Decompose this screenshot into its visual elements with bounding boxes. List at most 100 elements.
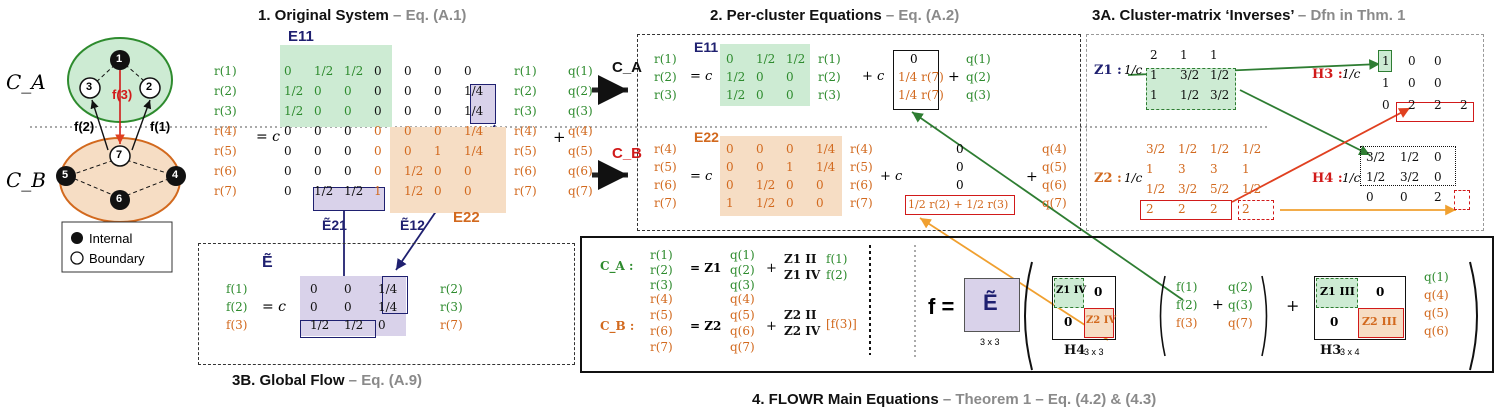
eq2-a-extra-box [893, 50, 939, 110]
z2-matrix-cell: 1/2 [1242, 182, 1262, 196]
eq3b-matrix-cell: 0 [310, 282, 318, 296]
eq1-matrix-cell: 0 [464, 184, 472, 198]
h4-matrix-cell: 3/2 [1366, 150, 1386, 164]
eq4-h4-z1-label: Z1 IV [1056, 285, 1087, 296]
eq1-matrix-cell: 0 [464, 164, 472, 178]
z2-matrix-cell: 2 [1178, 202, 1186, 216]
e-tilde-label: Ẽ [262, 254, 273, 271]
eq2-a-matrix-cell: 0 [786, 88, 794, 102]
eq1-matrix-cell: 0 [434, 84, 442, 98]
eq1-equals-c: = c [256, 129, 281, 145]
eq1-matrix-cell: 1/2 [284, 104, 304, 118]
eq4-h4-z2 [1084, 308, 1114, 338]
e12-highlight [470, 84, 496, 124]
h4-highlight [1360, 146, 1456, 186]
eq2-a-matrix-cell: 1/2 [786, 52, 806, 66]
node-2-label: 2 [146, 81, 153, 93]
eq1-matrix-cell: 0 [314, 124, 322, 138]
z2-highlight-row [1140, 200, 1232, 220]
eq1-matrix-cell: 0 [464, 64, 472, 78]
eq4-h4-z1 [1054, 278, 1084, 308]
eq1-matrix-cell: 0 [374, 84, 382, 98]
h4-matrix-cell: 0 [1400, 190, 1408, 204]
eq3b-matrix-cell: 1/4 [378, 282, 398, 296]
h3-frac: 1/c [1342, 67, 1361, 81]
h4-matrix-cell: 0 [1434, 150, 1442, 164]
z1-matrix-cell: 3/2 [1180, 68, 1200, 82]
h3-matrix-cell: 0 [1382, 98, 1390, 112]
eq2-a-matrix-cell: 1/2 [726, 88, 746, 102]
eq2-e22-label: E22 [694, 129, 719, 145]
node-4-circle [166, 166, 186, 186]
z1-matrix-cell: 2 [1150, 48, 1158, 62]
e-tilde-row-box [300, 320, 376, 338]
eq1-matrix-cell: 0 [284, 164, 292, 178]
eq3b-matrix-cell: 0 [378, 318, 386, 332]
z2-matrix-cell: 1/2 [1146, 182, 1166, 196]
eq1-matrix-cell: 0 [344, 104, 352, 118]
eq2-b-matrix-cell: 1/4 [816, 160, 836, 174]
eq2-ca-label: C_A [612, 59, 643, 76]
z1-matrix-cell: 1 [1210, 48, 1218, 62]
h3-matrix-cell: 2 [1434, 98, 1442, 112]
e11-block [280, 45, 392, 127]
eq1-matrix-cell: 0 [314, 164, 322, 178]
eq2-b-matrix-cell: 0 [756, 142, 764, 156]
z1-frac: 1/c [1124, 63, 1143, 77]
h3-matrix-cell: 0 [1408, 76, 1416, 90]
node-1-circle [110, 50, 130, 70]
h4-matrix-cell: 2 [1434, 190, 1442, 204]
eq4-right-plus: + [1286, 296, 1300, 315]
node-5-circle [56, 166, 76, 186]
h4-label: H4 : [1312, 171, 1343, 186]
global-flow-box [198, 243, 575, 365]
z2-matrix-cell: 1/2 [1178, 142, 1198, 156]
h3-highlight-green [1378, 50, 1392, 72]
h3-matrix-cell: 1 [1382, 54, 1390, 68]
node-3-label: 3 [86, 81, 93, 93]
eq3b-matrix-cell: 1/2 [344, 318, 364, 332]
eq4-h4-size: 3 x 3 [1084, 347, 1104, 357]
eq2-a-matrix-cell: 0 [726, 52, 734, 66]
eq4-b-f: [f(3)] [826, 317, 857, 331]
per-cluster-box [637, 34, 1081, 231]
eq4-h3-z1 [1316, 278, 1358, 308]
node-7-label: 7 [116, 149, 123, 161]
z2-matrix-cell: 3 [1178, 162, 1186, 176]
eq2-b-matrix-cell: 1 [786, 160, 794, 174]
eq1-matrix-cell: 1/2 [344, 184, 364, 198]
eq2-cb-label: C_B [612, 145, 643, 162]
eq3b-matrix-cell: 0 [344, 282, 352, 296]
z2-matrix-cell: 1 [1242, 162, 1250, 176]
eq4-h3-z2-label: Z2 III [1362, 315, 1397, 328]
flow-f3-label: f(3) [112, 87, 133, 102]
eq1-matrix-cell: 0 [374, 144, 382, 158]
eq1-matrix-cell: 0 [404, 84, 412, 98]
eq1-matrix: 0 1/2 1/2 0 0 0 0 1/2 0 0 0 0 0 1/4 1/2 0 0 0 0 0 1/4 0 0 0 0 0 0 1… [284, 64, 494, 204]
eq2-b-matrix-cell: 1 [726, 196, 734, 210]
eq1-matrix-cell: 0 [374, 64, 382, 78]
z1-matrix-cell: 1 [1150, 88, 1158, 102]
h4-highlight-corner [1454, 190, 1470, 210]
eq2-e11-label: E11 [694, 39, 719, 55]
eq4-h4-zero-2: 0 [1064, 315, 1073, 329]
eq1-matrix-cell: 0 [314, 104, 322, 118]
eq1-matrix-cell: 1/2 [344, 64, 364, 78]
eq2-a-eq: = c [690, 69, 713, 84]
eq1-matrix-cell: 0 [344, 84, 352, 98]
eq1-matrix-cell: 0 [374, 104, 382, 118]
eq3b-matrix-cell: 1/2 [310, 318, 330, 332]
node-2-circle [139, 77, 161, 99]
z2-matrix-cell: 3 [1210, 162, 1218, 176]
eq1-matrix-cell: 0 [284, 144, 292, 158]
h4-matrix-cell: 3/2 [1400, 170, 1420, 184]
eq2-a-block [720, 44, 810, 106]
eq4-e-label: Ẽ [983, 290, 998, 315]
h3-matrix-cell: 0 [1434, 76, 1442, 90]
z2-highlight-corner [1238, 200, 1274, 220]
h3-highlight-red [1396, 102, 1474, 122]
eq2-b-block [720, 136, 842, 216]
cluster-inverses-box [1086, 34, 1484, 231]
e21-highlight [313, 187, 385, 211]
eq1-matrix-cell: 0 [284, 184, 292, 198]
